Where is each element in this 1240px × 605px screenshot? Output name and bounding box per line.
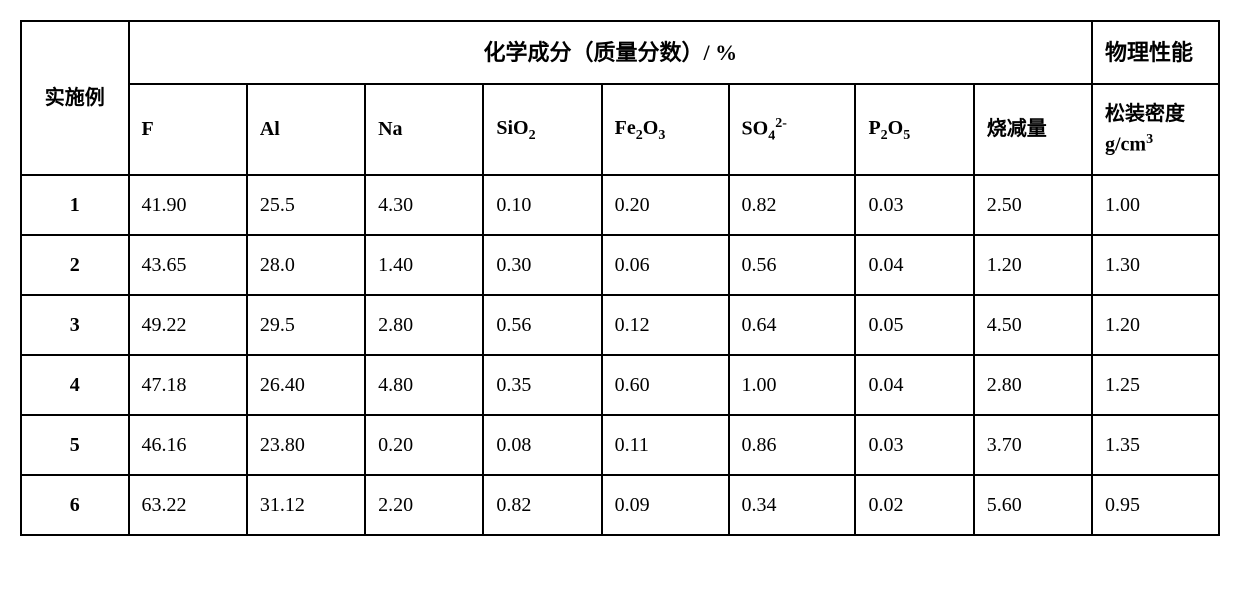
cell-fe2o3: 0.12 — [602, 295, 729, 355]
fe2o3-s1: 2 — [636, 128, 643, 143]
cell-na: 2.80 — [365, 295, 483, 355]
cell-al: 23.80 — [247, 415, 365, 475]
col-header-example: 实施例 — [21, 21, 129, 175]
cell-al: 31.12 — [247, 475, 365, 535]
cell-loi: 5.60 — [974, 475, 1092, 535]
cell-bd: 1.35 — [1092, 415, 1219, 475]
table-body: 141.9025.54.300.100.200.820.032.501.0024… — [21, 175, 1219, 535]
cell-so4: 0.86 — [729, 415, 856, 475]
p2o5-s2: 5 — [903, 128, 910, 143]
cell-na: 4.80 — [365, 355, 483, 415]
cell-so4: 0.82 — [729, 175, 856, 235]
header-row-2: F Al Na SiO2 Fe2O3 SO42- P2O5 烧减量 松装密度 g… — [21, 84, 1219, 175]
cell-so4: 0.64 — [729, 295, 856, 355]
cell-example: 2 — [21, 235, 129, 295]
fe2o3-s2: 3 — [658, 128, 665, 143]
cell-sio2: 0.56 — [483, 295, 601, 355]
cell-so4: 1.00 — [729, 355, 856, 415]
col-header-f: F — [129, 84, 247, 175]
sio2-prefix: SiO — [496, 117, 528, 139]
cell-fe2o3: 0.06 — [602, 235, 729, 295]
cell-loi: 4.50 — [974, 295, 1092, 355]
header-row-1: 实施例 化学成分（质量分数）/ % 物理性能 — [21, 21, 1219, 84]
table-row: 243.6528.01.400.300.060.560.041.201.30 — [21, 235, 1219, 295]
cell-f: 41.90 — [129, 175, 247, 235]
cell-sio2: 0.35 — [483, 355, 601, 415]
so4-sup: 2- — [775, 116, 787, 131]
cell-p2o5: 0.04 — [855, 355, 973, 415]
sio2-sub: 2 — [529, 128, 536, 143]
bd-prefix: 松装密度 g/cm — [1105, 103, 1185, 156]
col-header-loi: 烧减量 — [974, 84, 1092, 175]
cell-p2o5: 0.03 — [855, 415, 973, 475]
table-row: 663.2231.122.200.820.090.340.025.600.95 — [21, 475, 1219, 535]
col-header-al: Al — [247, 84, 365, 175]
cell-loi: 2.50 — [974, 175, 1092, 235]
cell-bd: 0.95 — [1092, 475, 1219, 535]
cell-fe2o3: 0.09 — [602, 475, 729, 535]
cell-sio2: 0.10 — [483, 175, 601, 235]
fe2o3-p1: Fe — [615, 117, 636, 139]
cell-sio2: 0.08 — [483, 415, 601, 475]
cell-so4: 0.56 — [729, 235, 856, 295]
cell-al: 28.0 — [247, 235, 365, 295]
p2o5-p1: P — [868, 117, 880, 139]
cell-p2o5: 0.02 — [855, 475, 973, 535]
cell-example: 5 — [21, 415, 129, 475]
cell-al: 29.5 — [247, 295, 365, 355]
col-header-so4: SO42- — [729, 84, 856, 175]
cell-bd: 1.30 — [1092, 235, 1219, 295]
col-header-fe2o3: Fe2O3 — [602, 84, 729, 175]
cell-f: 63.22 — [129, 475, 247, 535]
cell-na: 0.20 — [365, 415, 483, 475]
cell-example: 6 — [21, 475, 129, 535]
cell-p2o5: 0.03 — [855, 175, 973, 235]
cell-fe2o3: 0.20 — [602, 175, 729, 235]
cell-example: 1 — [21, 175, 129, 235]
cell-na: 4.30 — [365, 175, 483, 235]
table-row: 546.1623.800.200.080.110.860.033.701.35 — [21, 415, 1219, 475]
col-header-bulk-density: 松装密度 g/cm3 — [1092, 84, 1219, 175]
fe2o3-p2: O — [643, 117, 659, 139]
col-header-phys-group: 物理性能 — [1092, 21, 1219, 84]
cell-loi: 3.70 — [974, 415, 1092, 475]
col-header-chem-group: 化学成分（质量分数）/ % — [129, 21, 1092, 84]
cell-f: 43.65 — [129, 235, 247, 295]
table-row: 447.1826.404.800.350.601.000.042.801.25 — [21, 355, 1219, 415]
cell-loi: 2.80 — [974, 355, 1092, 415]
cell-loi: 1.20 — [974, 235, 1092, 295]
cell-fe2o3: 0.60 — [602, 355, 729, 415]
cell-bd: 1.25 — [1092, 355, 1219, 415]
cell-f: 47.18 — [129, 355, 247, 415]
col-header-p2o5: P2O5 — [855, 84, 973, 175]
cell-f: 46.16 — [129, 415, 247, 475]
table-row: 349.2229.52.800.560.120.640.054.501.20 — [21, 295, 1219, 355]
table-row: 141.9025.54.300.100.200.820.032.501.00 — [21, 175, 1219, 235]
cell-example: 4 — [21, 355, 129, 415]
cell-example: 3 — [21, 295, 129, 355]
cell-sio2: 0.30 — [483, 235, 601, 295]
bd-sup: 3 — [1146, 132, 1153, 147]
cell-fe2o3: 0.11 — [602, 415, 729, 475]
p2o5-s1: 2 — [881, 128, 888, 143]
p2o5-p2: O — [888, 117, 904, 139]
cell-al: 26.40 — [247, 355, 365, 415]
cell-so4: 0.34 — [729, 475, 856, 535]
cell-p2o5: 0.04 — [855, 235, 973, 295]
cell-al: 25.5 — [247, 175, 365, 235]
composition-table: 实施例 化学成分（质量分数）/ % 物理性能 F Al Na SiO2 Fe2O… — [20, 20, 1220, 536]
cell-na: 1.40 — [365, 235, 483, 295]
cell-bd: 1.20 — [1092, 295, 1219, 355]
so4-prefix: SO — [742, 117, 769, 139]
cell-bd: 1.00 — [1092, 175, 1219, 235]
cell-f: 49.22 — [129, 295, 247, 355]
col-header-na: Na — [365, 84, 483, 175]
cell-sio2: 0.82 — [483, 475, 601, 535]
col-header-sio2: SiO2 — [483, 84, 601, 175]
cell-na: 2.20 — [365, 475, 483, 535]
cell-p2o5: 0.05 — [855, 295, 973, 355]
